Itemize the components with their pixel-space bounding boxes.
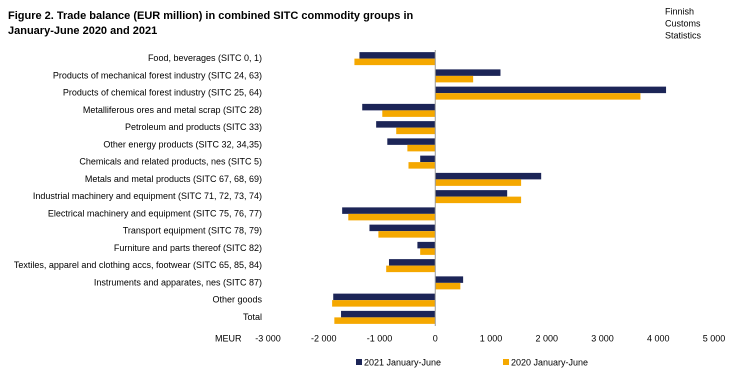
source: Statistics [665,30,702,40]
bar [378,231,436,238]
bar [334,317,436,324]
bar [420,248,436,255]
bar [354,58,436,66]
bar [387,138,436,145]
y-tick-label: Textiles, apparel and clothing accs, foo… [14,260,262,270]
bar [435,172,542,180]
x-tick-label: 2 000 [535,333,558,343]
chart-title: Figure 2. Trade balance (EUR million) in… [8,10,413,22]
bar [420,155,436,163]
y-tick-label: Total [243,312,262,322]
bar [435,86,667,94]
y-tick-label: Transport equipment (SITC 78, 79) [123,226,262,236]
y-tick-label: Chemicals and related products, nes (SIT… [79,157,262,167]
bar [435,276,464,283]
y-tick-label: Products of chemical forest industry (SI… [63,88,262,98]
bar [435,196,522,204]
bar [386,265,436,273]
bar [435,75,474,83]
y-tick-label: Furniture and parts thereof (SITC 82) [114,243,262,253]
bar [333,293,436,301]
chart-title: January-June 2020 and 2021 [8,25,157,37]
bar [362,103,436,111]
y-tick-label: Metals and metal products (SITC 67, 68, … [85,174,262,184]
legend-swatch [356,359,362,365]
x-tick-label: 1 000 [480,333,503,343]
bar [341,310,436,318]
bar [348,213,436,221]
bar [407,144,436,152]
y-tick-label: Industrial machinery and equipment (SITC… [33,191,262,201]
bar [332,300,436,307]
source: Customs [665,18,701,28]
bar [342,207,436,214]
axis-label: MEUR [215,333,242,343]
y-tick-label: Electrical machinery and equipment (SITC… [48,208,262,218]
y-tick-label: Other goods [212,295,262,305]
bar [382,110,436,117]
x-tick-label: 3 000 [591,333,614,343]
y-tick-label: Products of mechanical forest industry (… [53,70,262,80]
bar [435,179,522,186]
bar [408,162,436,169]
legend-label: 2021 January-June [364,357,441,367]
y-tick-label: Food, beverages (SITC 0, 1) [148,53,262,63]
bar [435,190,508,197]
source: Finnish [665,6,694,16]
bar [388,259,436,266]
x-tick-label: -3 000 [255,333,281,343]
x-tick-label: 0 [433,333,438,343]
bar [435,282,461,290]
bar [359,52,436,59]
bar [376,121,436,128]
bar [369,224,436,232]
bar [435,69,501,76]
x-tick-label: -1 000 [367,333,393,343]
legend-swatch [503,359,509,365]
legend-label: 2020 January-June [511,357,588,367]
y-tick-label: Other energy products (SITC 32, 34,35) [103,139,262,149]
bar [417,241,436,249]
bar [435,93,641,100]
x-tick-label: -2 000 [311,333,337,343]
x-tick-label: 4 000 [647,333,670,343]
bar [396,127,436,135]
y-tick-label: Petroleum and products (SITC 33) [125,122,262,132]
x-tick-label: 5 000 [703,333,726,343]
y-tick-label: Instruments and apparates, nes (SITC 87) [94,277,262,287]
y-tick-label: Metalliferous ores and metal scrap (SITC… [83,105,262,115]
